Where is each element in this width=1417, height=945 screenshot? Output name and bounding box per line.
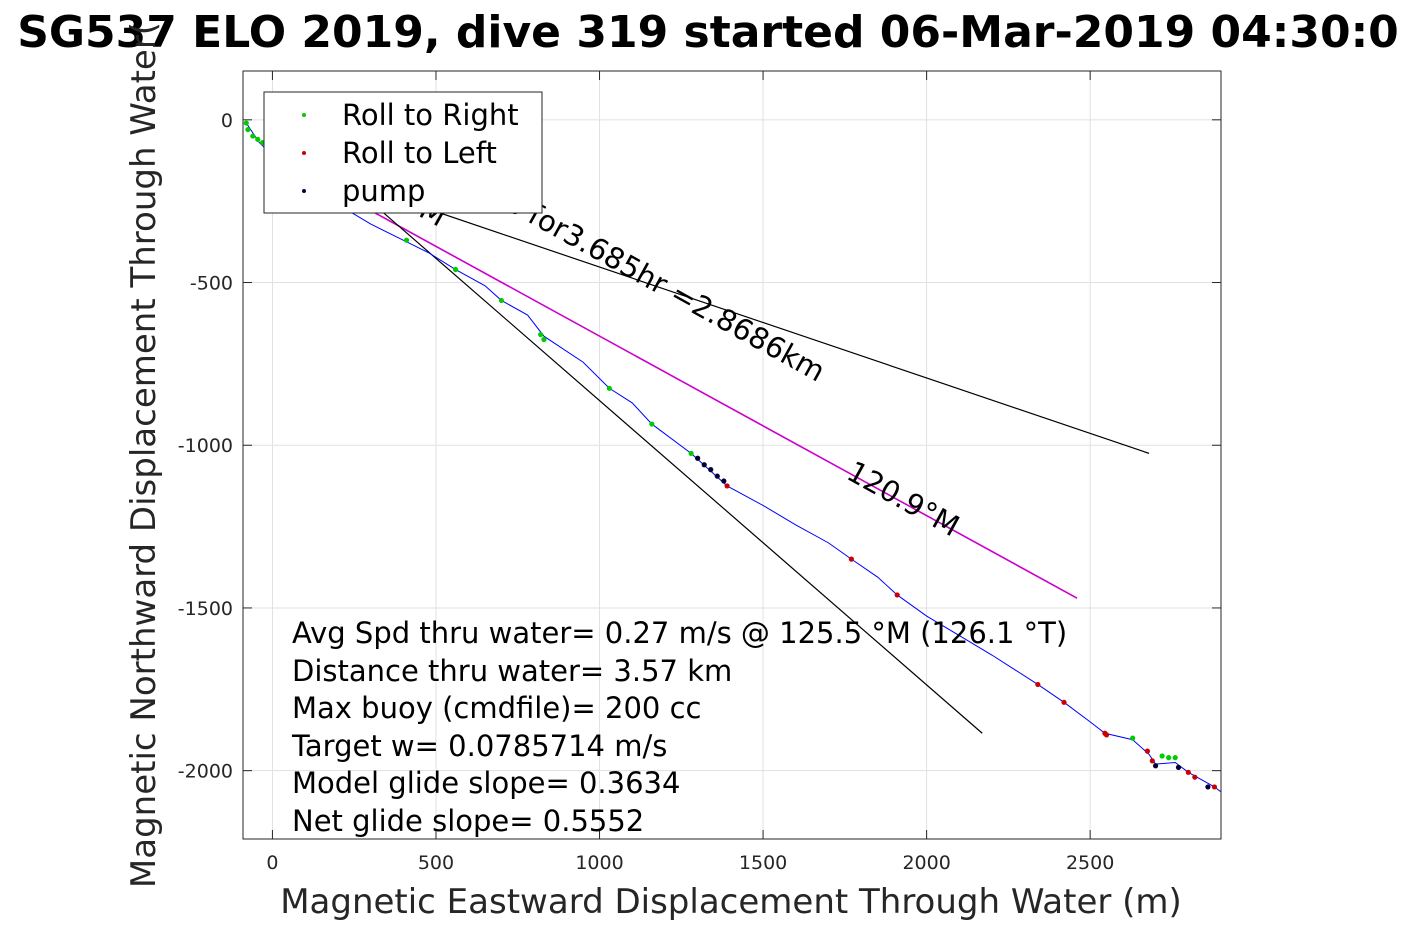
x-tick-label: 1000 [575,852,623,874]
track [245,122,1221,793]
roll-left-point [1192,774,1198,780]
x-tick-label: 1500 [739,852,787,874]
legend-label-pump: pump [342,174,425,208]
legend-label-roll-left: Roll to Left [342,136,497,170]
roll-left-point [724,483,730,489]
roll-right-point [538,331,544,338]
stat-distance: Distance thru water= 3.57 km [292,654,732,688]
x-tick-label: 2000 [902,852,950,874]
stat-net-glide-slope: Net glide slope= 0.5552 [292,804,644,838]
roll-right-point [255,136,261,142]
stats-annotations: Avg Spd thru water= 0.27 m/s @ 125.5 °M … [291,616,1067,838]
roll-left-point [1061,699,1067,705]
roll-right-point [1130,735,1136,741]
pump-point [695,455,701,461]
y-tick-label: -500 [190,273,233,295]
roll-right-point [541,336,547,343]
roll-left-point [1144,748,1151,754]
pump-point [1175,764,1182,771]
x-axis-label: Magnetic Eastward Displacement Through W… [280,882,1182,922]
chart-title: SG537 ELO 2019, dive 319 started 06-Mar-… [17,7,1399,58]
y-axis-label: Magnetic Northward Displacement Through … [124,22,164,888]
legend-label-roll-right: Roll to Right [342,98,519,132]
pump-point [708,467,714,473]
roll-right-point [1166,755,1172,761]
roll-right-point [453,266,459,273]
reference-line-bound-lower [347,181,983,734]
legend: Roll to Right Roll to Left pump [263,91,543,214]
roll-left-point [1211,784,1218,790]
legend-marker-roll-right [302,113,306,117]
reference-lines [347,181,1150,734]
x-tick-label: 0 [266,852,278,874]
legend-marker-roll-left [302,151,306,155]
legend-marker-pump [302,189,306,193]
y-tick-label: -1000 [178,435,233,457]
roll-left-point [1185,769,1191,775]
pump-point [714,473,720,479]
x-tick-label: 2500 [1066,852,1114,874]
pump-point [721,478,727,484]
reference-line-vector [347,197,1078,599]
stat-target-w: Target w= 0.0785714 m/s [291,729,667,763]
roll-right-point [649,421,655,427]
glider-track-line [245,122,1221,793]
stat-max-buoy: Max buoy (cmdfile)= 200 cc [292,691,701,725]
roll-right-point [498,297,505,304]
roll-right-point [403,237,410,243]
roll-right-point [688,450,694,456]
stat-model-glide-slope: Model glide slope= 0.3634 [292,766,680,800]
roll-left-point [894,592,900,598]
roll-right-point [245,126,251,133]
grid [243,71,1221,839]
legend-box [263,91,543,214]
roll-right-point [1159,753,1165,759]
ticks: 0 500 1000 1500 2000 2500 0 -500 -1000 -1500 -2000 [178,71,1221,874]
roll-right-point [606,385,612,391]
roll-right-point [243,120,249,126]
roll-left-point [1149,758,1155,764]
roll-right-point [1172,755,1178,761]
roll-left-point [1035,681,1041,688]
markers [243,120,1218,790]
y-tick-label: -1500 [178,598,233,620]
roll-left-point [848,556,854,562]
y-tick-label: -2000 [178,761,233,783]
roll-right-point [250,133,256,139]
roll-left-point [1103,732,1110,738]
stat-avg-speed: Avg Spd thru water= 0.27 m/s @ 125.5 °M … [292,616,1067,650]
reference-line-bound-upper [347,181,1150,454]
plot-border [242,70,1222,840]
x-tick-label: 500 [418,852,454,874]
pump-point [1152,763,1159,769]
pump-point [1205,784,1211,790]
y-tick-label: 0 [221,110,233,132]
pump-point [701,462,707,468]
